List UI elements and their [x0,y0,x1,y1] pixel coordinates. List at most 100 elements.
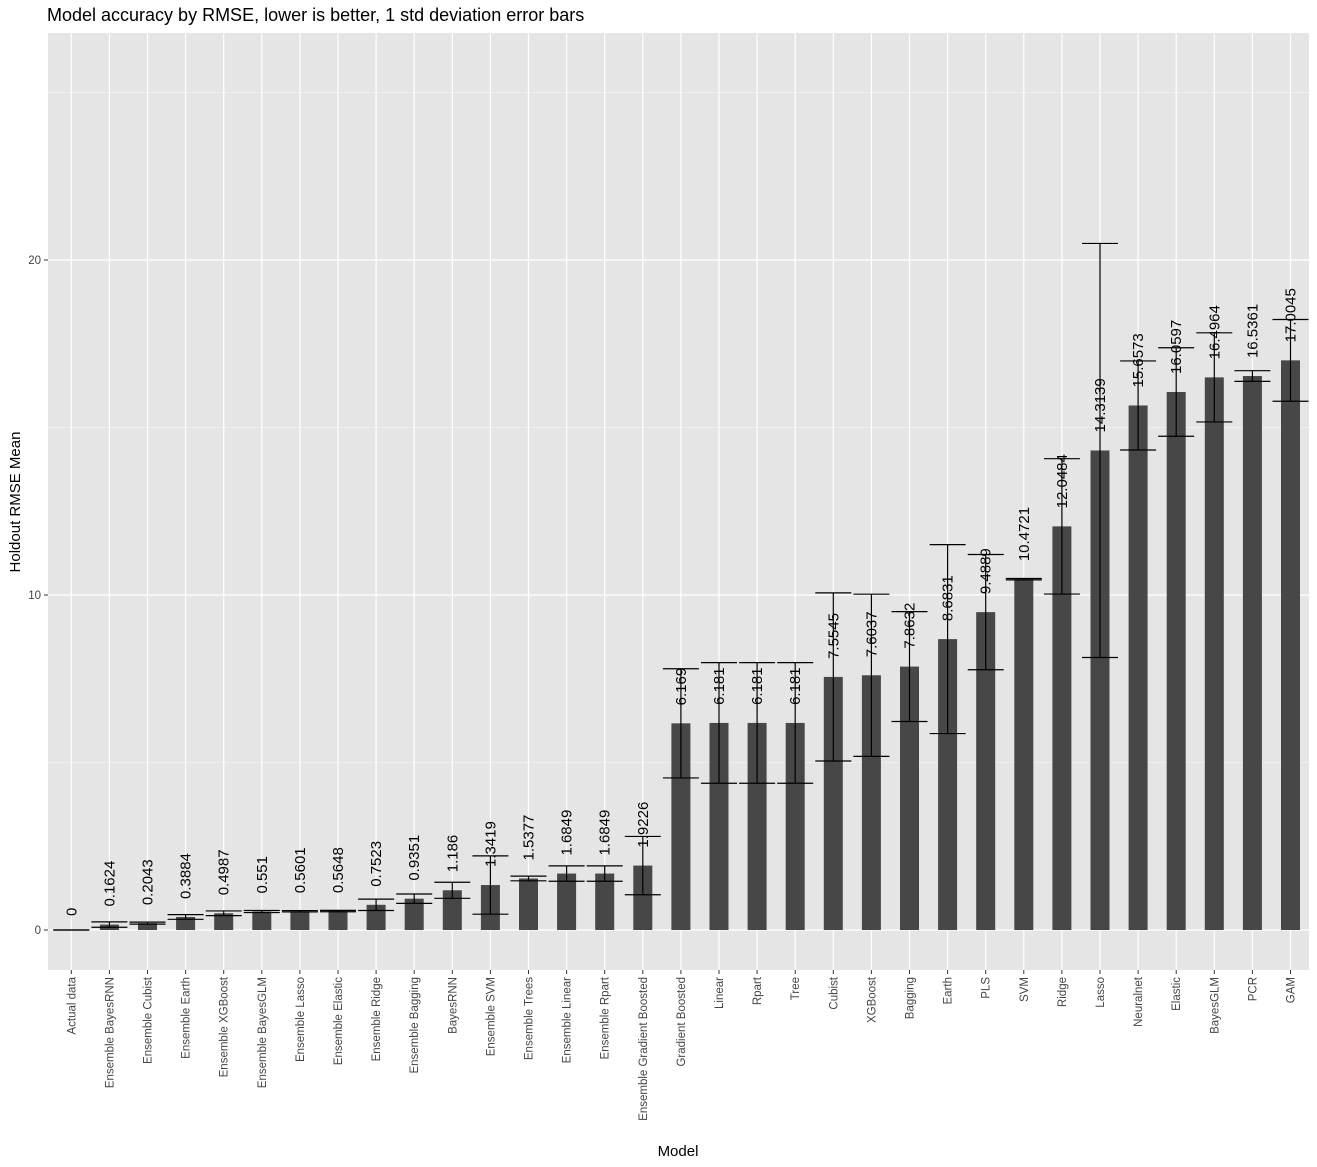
x-tick-label: XGBoost [866,976,878,1023]
bar [290,911,310,930]
error-bar [777,662,814,784]
bar [557,873,577,930]
error-bar [739,662,776,784]
error-bar [1234,370,1271,383]
x-tick-label: Neuralnet [1133,976,1145,1027]
bar [404,898,424,930]
x-tick-label: Ensemble Lasso [295,977,307,1062]
x-tick-label: Linear [714,977,726,1009]
bar [442,890,462,930]
bar [1204,377,1224,930]
bar [252,911,272,930]
bar [900,666,919,930]
x-tick-label: Gradient Boosted [676,977,688,1067]
error-bar [510,875,547,882]
bar-value-label: 16.0597 [1168,320,1185,374]
y-axis-title: Holdout RMSE Mean [7,432,24,573]
x-tick-label: Earth [943,977,955,1005]
x-tick-label: PLS [981,977,993,999]
error-bar [1272,318,1309,402]
bar [709,722,729,930]
error-bar [891,611,928,723]
bar [861,675,881,930]
error-bar [929,544,966,735]
x-tick-label: Ensemble Rpart [600,976,612,1059]
error-bar [358,898,395,912]
bar-value-label: 1.9226 [635,802,652,848]
bar [176,916,196,930]
x-axis-title: Model [658,1143,699,1160]
bar-value-label: 0.3884 [178,853,195,899]
bar [1281,360,1300,930]
x-tick-label: Ridge [1057,977,1069,1007]
bar [823,676,843,930]
y-axis: 0 10 20 [28,255,48,937]
x-tick-label: Lasso [1095,977,1107,1008]
error-bar [1005,577,1042,581]
bar-value-label: 8.6831 [940,575,957,621]
bar [1052,526,1072,930]
x-tick-label: PCR [1247,977,1259,1001]
error-bar [472,855,509,915]
bar [938,639,958,930]
bar [1128,405,1148,930]
error-bar [434,881,471,899]
x-tick-label: GAM [1286,977,1298,1003]
y-tick-label: 10 [28,590,41,602]
bar [1090,450,1110,930]
x-tick-label: BayesGLM [1209,977,1221,1034]
bar [138,923,157,930]
x-tick-label: Ensemble XGBoost [219,976,231,1077]
bar-value-label: 12.0484 [1054,454,1071,508]
error-bar [243,909,280,914]
bar [366,904,386,930]
bar-value-label: 1.6849 [597,810,614,856]
error-bar [1196,332,1233,423]
error-bar [281,909,318,913]
bar [1166,392,1186,930]
x-tick-label: Ensemble Earth [181,977,193,1059]
error-bar [320,909,356,913]
x-tick-label: Rpart [752,976,764,1005]
x-tick-label: Actual data [66,976,78,1034]
bar [633,865,653,930]
error-bar [815,592,852,762]
error-bar [1158,347,1195,437]
bar [519,878,538,930]
bar-value-label: 6.181 [787,667,804,705]
bar [747,722,767,930]
bar [214,913,234,930]
x-tick-label: Bagging [905,977,917,1019]
bar-value-label: 14.3139 [1092,378,1109,432]
bar-value-label: 0.551 [254,856,271,894]
x-tick-label: Tree [790,977,802,1000]
error-bar [205,910,242,917]
x-axis: Actual data Ensemble BayesRNN Ensemble Cub… [66,970,1298,1121]
bar-value-label: 1.186 [444,835,461,873]
bar [328,911,348,930]
error-bar [701,662,737,784]
value-labels: 0 0.1624 0.2043 0.3884 0.4987 0.551 0.5601 0.56… [63,288,1299,916]
bar [1242,376,1262,930]
bar [976,612,996,930]
bar-value-label: 1.3419 [482,821,499,867]
bar-value-label: 7.6037 [863,611,880,657]
bar [595,873,615,930]
error-bar [1082,242,1118,659]
bar-value-label: 15.6573 [1130,333,1147,387]
bar-value-label: 0.5601 [292,847,309,893]
error-bar [1120,360,1157,451]
error-bar [396,893,433,904]
x-tick-label: SVM [1019,977,1031,1002]
error-bar [167,914,204,920]
bar-value-label: 0.1624 [101,861,118,907]
error-bar [967,553,1004,671]
bar [671,723,691,930]
bar [785,722,805,930]
bar-value-label: 0.9351 [406,835,423,881]
bar-value-label: 6.181 [749,667,766,705]
error-bar [1043,458,1080,595]
bar-value-label: 7.5545 [825,613,842,659]
error-bar [91,921,128,928]
